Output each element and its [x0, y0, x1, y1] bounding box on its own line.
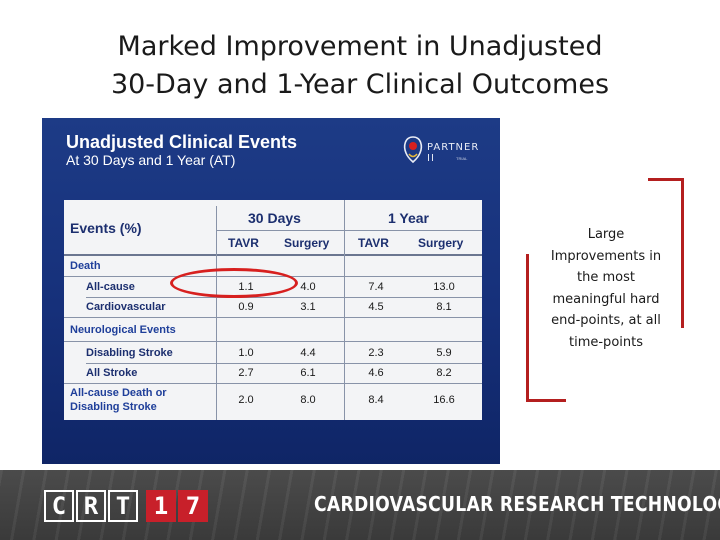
row-label-cardiovascular: Cardiovascular: [86, 301, 166, 313]
value-death-or-stroke-tavr-30: 2.0: [238, 394, 254, 406]
table-divider: [64, 383, 482, 384]
callout-line: Improvements in: [550, 248, 662, 264]
value-cardiovascular-tavr-1y: 4.5: [368, 301, 384, 313]
value-all-cause-surgery-30: 4.0: [300, 281, 316, 293]
value-all-stroke-tavr-1y: 4.6: [368, 367, 384, 379]
table-divider: [216, 230, 482, 231]
row-label-death-or-stroke-line-1: All-cause Death or: [70, 387, 167, 399]
subheader-surgery-30: Surgery: [284, 236, 330, 250]
crt-logo-letter: R: [76, 490, 106, 522]
events-table: Events (%) 30 Days 1 Year TAVR Surgery T…: [64, 200, 482, 420]
slide-title-line-2: 30-Day and 1-Year Clinical Outcomes: [110, 69, 610, 100]
group-header-30-days: 30 Days: [248, 210, 301, 226]
crt-logo-digit: 1: [146, 490, 176, 522]
callout-line: Large: [587, 227, 625, 242]
subheader-tavr-30: TAVR: [228, 236, 259, 250]
panel-title: Unadjusted Clinical Events: [66, 132, 298, 152]
table-divider: [216, 206, 217, 420]
highlight-ellipse: [170, 268, 298, 298]
callout-bracket-right: [648, 178, 684, 328]
partner-logo-sub: TRIAL: [456, 156, 468, 161]
section-death: Death: [70, 260, 101, 272]
value-all-cause-tavr-1y: 7.4: [368, 281, 384, 293]
crt-logo-letter: C: [44, 490, 74, 522]
table-divider: [64, 254, 482, 256]
clinical-events-panel: Unadjusted Clinical Events At 30 Days an…: [42, 118, 500, 464]
crt-logo-letter: T: [108, 490, 138, 522]
value-death-or-stroke-tavr-1y: 8.4: [368, 394, 384, 406]
partner-logo-icon: [403, 136, 423, 164]
table-divider: [64, 341, 482, 342]
value-cardiovascular-tavr-30: 0.9: [238, 301, 254, 313]
row-label-death-or-stroke-line-2: Disabling Stroke: [70, 401, 157, 413]
panel-subtitle: At 30 Days and 1 Year (AT): [66, 152, 236, 168]
footer-banner: C R T 1 7 CARDIOVASCULAR RESEARCH TECHNO…: [0, 470, 720, 540]
callout-line: meaningful hard: [552, 291, 660, 307]
value-cardiovascular-surgery-1y: 8.1: [436, 301, 452, 313]
callout-line: end-points, at all: [551, 313, 661, 328]
value-disabling-stroke-tavr-1y: 2.3: [368, 347, 384, 359]
slide-title-line-1: Marked Improvement in Unadjusted: [117, 31, 603, 62]
value-disabling-stroke-surgery-1y: 5.9: [436, 347, 452, 359]
slide-title: Marked Improvement in Unadjusted 30-Day …: [40, 28, 680, 104]
partner-logo-name: PARTNER II: [427, 142, 480, 164]
subheader-tavr-1y: TAVR: [358, 236, 389, 250]
partner-trial-logo: PARTNER II TRIAL: [400, 130, 490, 170]
footer-organization-name: CARDIOVASCULAR RESEARCH TECHNOLOGIES: [314, 492, 720, 516]
callout-line: the most: [577, 270, 635, 285]
footer-background: [0, 470, 720, 540]
row-label-all-stroke: All Stroke: [86, 367, 138, 379]
callout-text: Large Improvements in the most meaningfu…: [536, 224, 676, 353]
value-disabling-stroke-tavr-30: 1.0: [238, 347, 254, 359]
crt17-logo: C R T 1 7: [44, 490, 210, 522]
subheader-surgery-1y: Surgery: [418, 236, 464, 250]
value-death-or-stroke-surgery-30: 8.0: [300, 394, 316, 406]
value-all-cause-surgery-1y: 13.0: [433, 281, 455, 293]
crt-logo-digit: 7: [178, 490, 208, 522]
callout-bracket-left: [526, 254, 566, 402]
events-header: Events (%): [70, 220, 142, 236]
value-all-stroke-surgery-30: 6.1: [300, 367, 316, 379]
value-disabling-stroke-surgery-30: 4.4: [300, 347, 316, 359]
group-header-1-year: 1 Year: [388, 210, 430, 226]
row-label-all-cause: All-cause: [86, 281, 135, 293]
value-death-or-stroke-surgery-1y: 16.6: [433, 394, 455, 406]
table-divider: [64, 317, 482, 318]
value-cardiovascular-surgery-30: 3.1: [300, 301, 316, 313]
value-all-stroke-tavr-30: 2.7: [238, 367, 254, 379]
table-divider: [344, 200, 345, 420]
table-divider: [86, 297, 482, 298]
row-label-disabling-stroke: Disabling Stroke: [86, 347, 173, 359]
section-neurological-events: Neurological Events: [70, 324, 176, 336]
table-divider: [86, 363, 482, 364]
callout-line: time-points: [569, 334, 643, 350]
value-all-stroke-surgery-1y: 8.2: [436, 367, 452, 379]
